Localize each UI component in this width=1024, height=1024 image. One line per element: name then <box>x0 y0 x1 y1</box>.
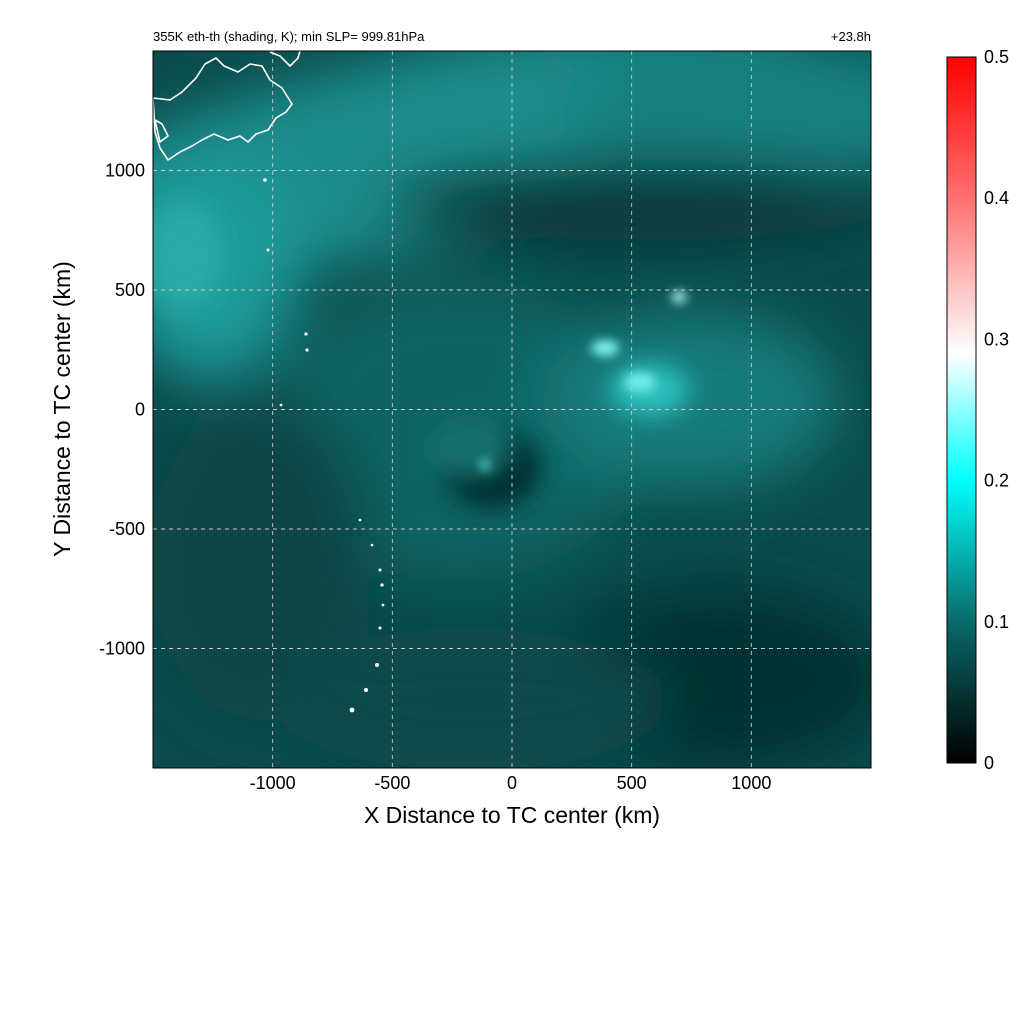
bright-cloud-2 <box>624 372 656 392</box>
colorbar-tick-label: 0.4 <box>984 188 1009 208</box>
colorbar-ticks: 0 0.1 0.2 0.3 0.4 0.5 <box>984 47 1009 773</box>
tc-eyewall <box>430 422 510 474</box>
colorbar-tick-label: 0 <box>984 753 994 773</box>
x-tick-label: 1000 <box>731 773 771 793</box>
bright-cloud-3 <box>672 291 686 303</box>
coastline <box>153 51 301 161</box>
y-axis-label: Y Distance to TC center (km) <box>49 261 75 557</box>
bright-patch-east <box>610 364 690 416</box>
y-tick-label: 500 <box>115 280 145 300</box>
coastline-peninsula <box>154 119 169 143</box>
x-tick-label: 0 <box>507 773 517 793</box>
dark-band-southwest <box>153 400 370 720</box>
x-axis-ticks: -1000 -500 0 500 1000 <box>250 773 772 793</box>
x-tick-label: 500 <box>617 773 647 793</box>
chart-title-right: +23.8h <box>831 29 871 44</box>
northeast-band <box>560 51 871 180</box>
colorbar-tick-label: 0.3 <box>984 329 1009 349</box>
colorbar-tick-label: 0.2 <box>984 471 1009 491</box>
coastline-japan-main <box>153 57 293 161</box>
plot-frame <box>152 50 872 769</box>
colorbar-tick-label: 0.1 <box>984 612 1009 632</box>
colorbar <box>946 56 977 764</box>
x-axis-label: X Distance to TC center (km) <box>364 802 660 828</box>
dark-band-north <box>380 160 871 240</box>
heatmap-field <box>153 51 871 768</box>
x-tick-label: -500 <box>374 773 410 793</box>
x-tick-label: -1000 <box>250 773 296 793</box>
bright-cloud-1 <box>591 340 619 356</box>
coastline-japan-north <box>269 51 301 67</box>
bright-cloud-4 <box>479 460 491 470</box>
colorbar-tick-label: 0.5 <box>984 47 1009 67</box>
bright-patch-northwest <box>153 200 225 310</box>
y-tick-label: 0 <box>135 400 145 420</box>
east-convective-area <box>540 310 840 490</box>
south-mid-area <box>270 630 670 768</box>
y-tick-label: -1000 <box>99 639 145 659</box>
y-axis-ticks: 1000 500 0 -500 -1000 <box>99 161 145 659</box>
y-tick-label: -500 <box>109 519 145 539</box>
chart-title-left: 355K eth-th (shading, K); min SLP= 999.8… <box>153 29 425 44</box>
y-tick-label: 1000 <box>105 161 145 181</box>
island-chain <box>263 178 385 713</box>
